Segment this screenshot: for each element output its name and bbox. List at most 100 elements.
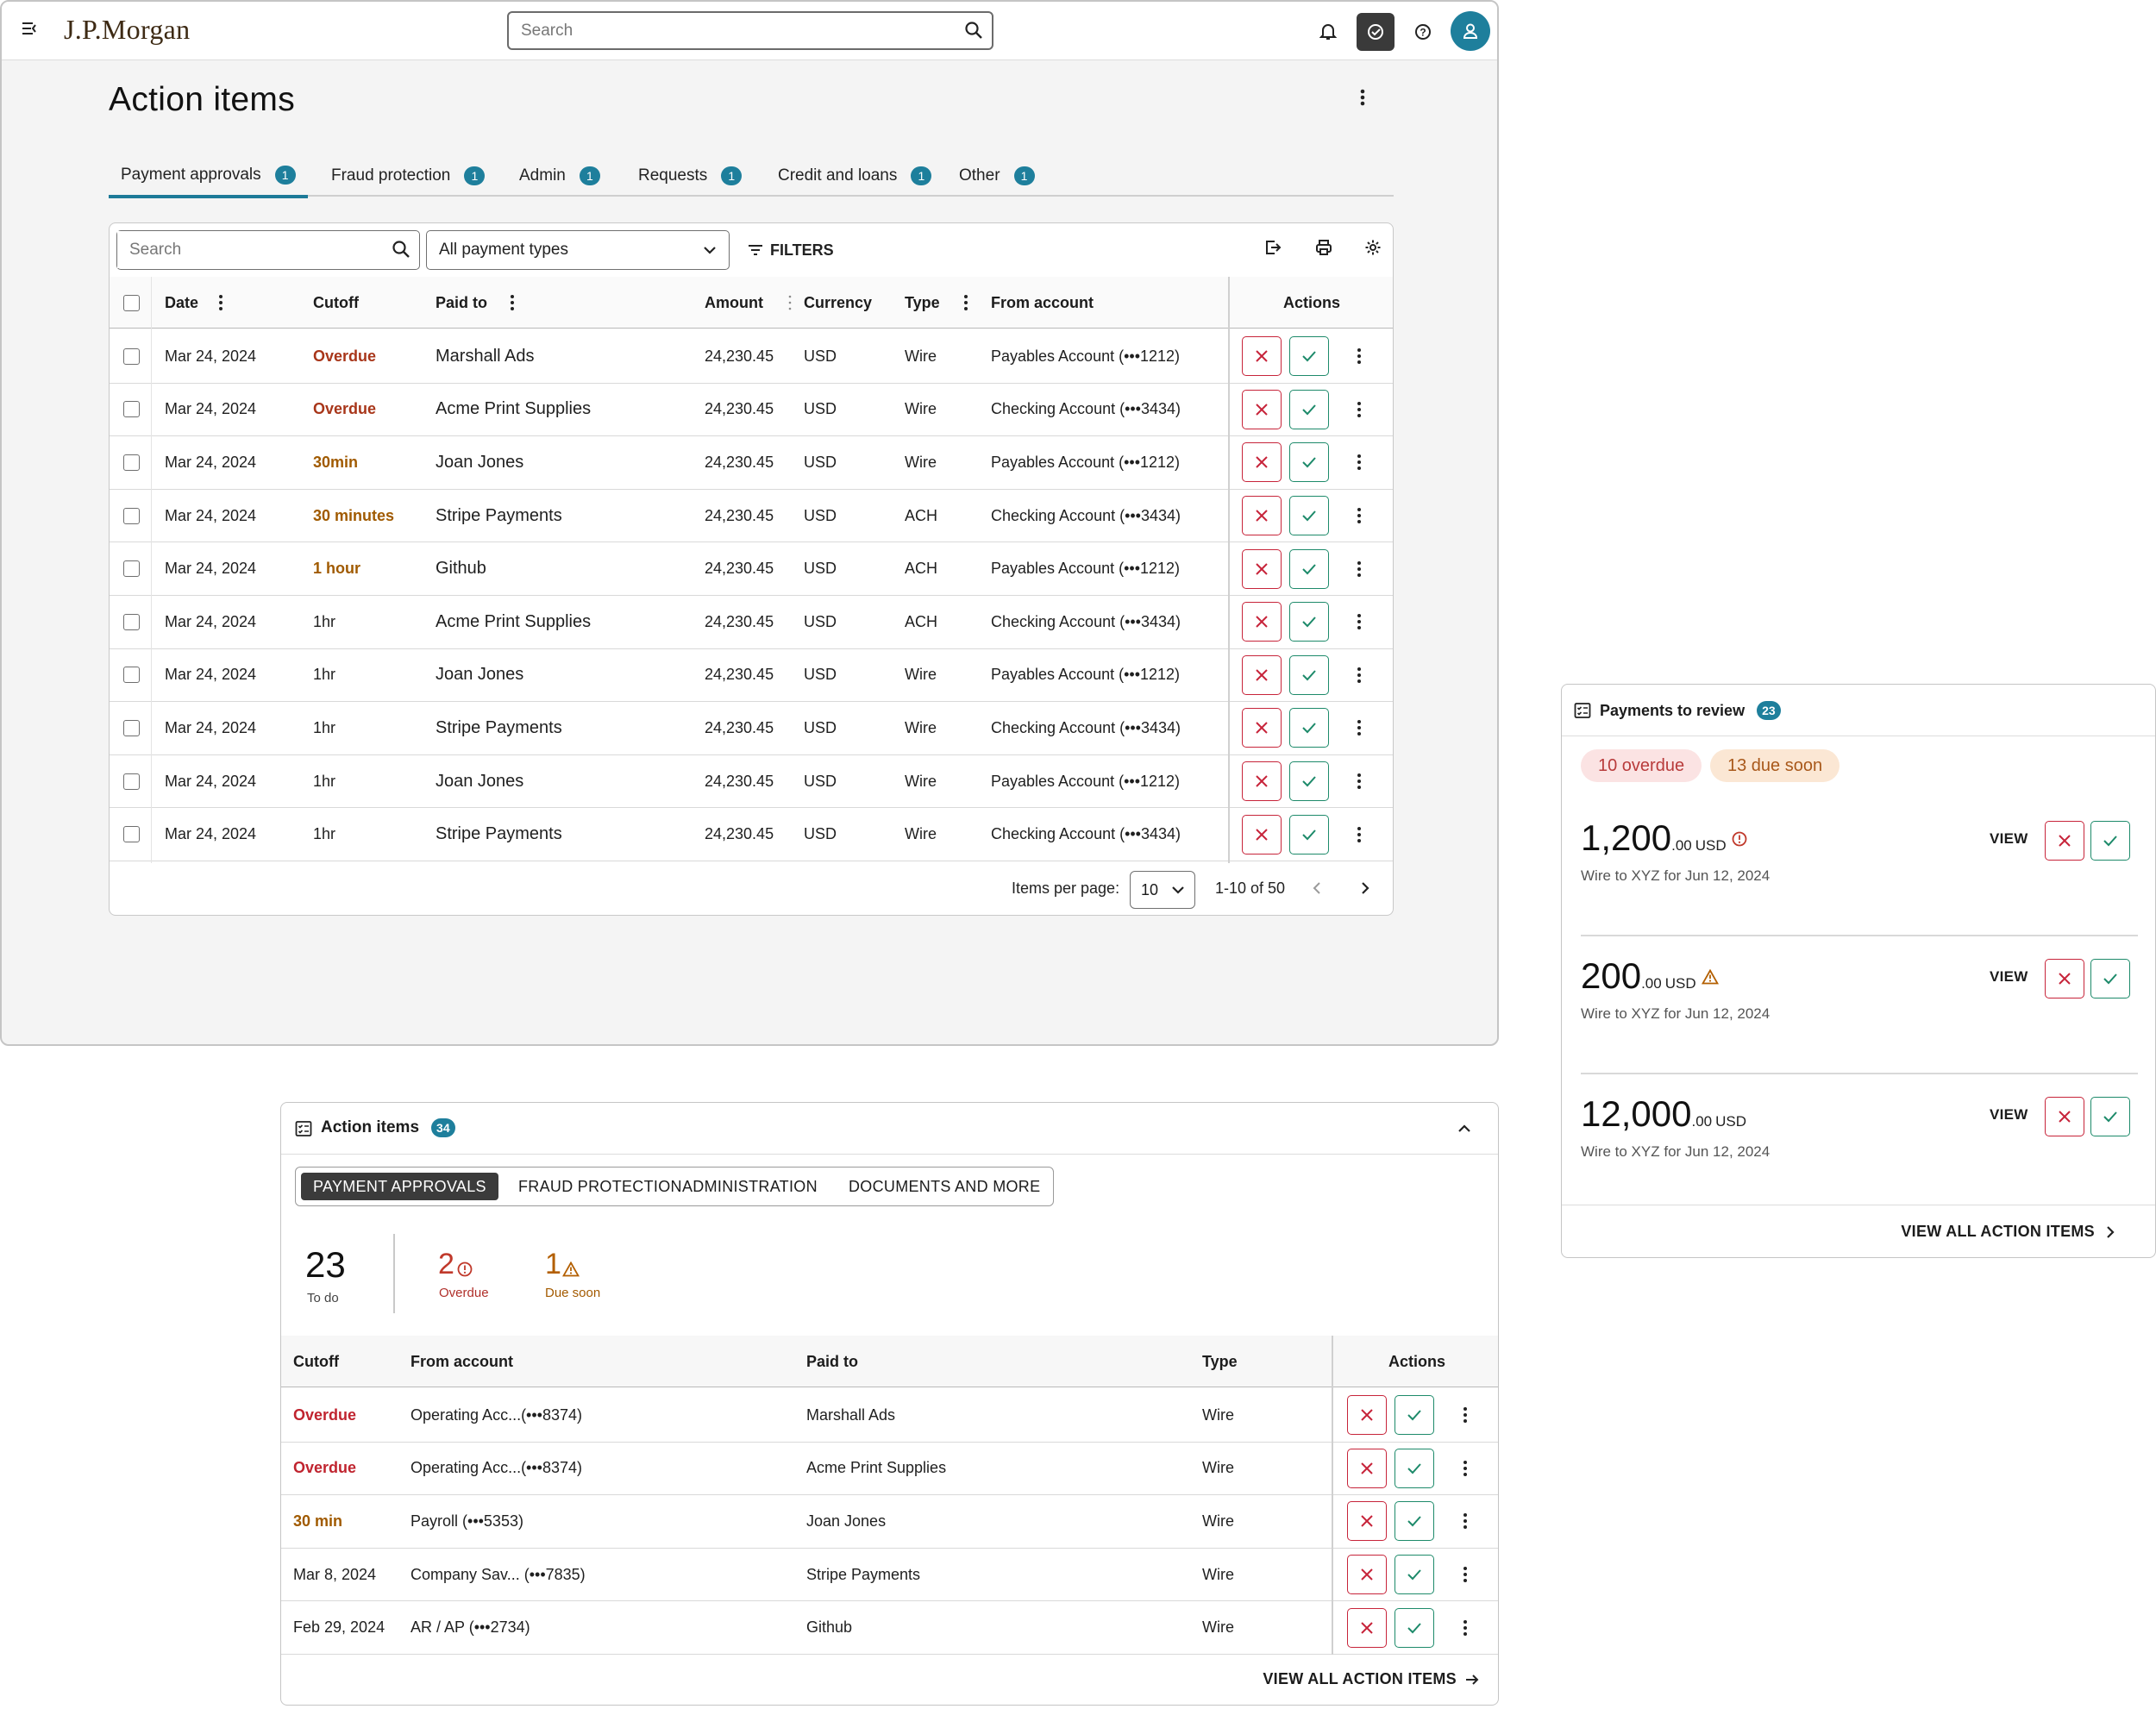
col-date[interactable]: Date xyxy=(165,293,199,311)
reject-button[interactable] xyxy=(1242,808,1282,861)
tab-fraud-protection[interactable]: Fraud protection 1 xyxy=(319,155,497,197)
approve-button[interactable] xyxy=(1395,1549,1434,1601)
row-more-options-icon[interactable] xyxy=(1357,384,1362,436)
view-button[interactable]: VIEW xyxy=(1990,830,2028,847)
row-checkbox[interactable] xyxy=(123,542,140,595)
checkbox-box[interactable] xyxy=(123,773,140,790)
reject-x-icon[interactable] xyxy=(1347,1607,1387,1648)
row-more-options-icon[interactable] xyxy=(1463,1549,1468,1601)
reject-x-icon[interactable] xyxy=(1242,761,1282,802)
approve-button[interactable] xyxy=(1289,596,1329,648)
approve-check-icon[interactable] xyxy=(1289,814,1329,854)
tab-credit-and-loans[interactable]: Credit and loans 1 xyxy=(766,155,943,197)
reject-x-icon[interactable] xyxy=(1347,1555,1387,1595)
overdue-pill[interactable]: 10 overdue xyxy=(1581,749,1702,782)
menu-collapse-icon[interactable] xyxy=(21,19,40,38)
jpmorgan-logo[interactable]: J.P.Morgan xyxy=(64,14,191,45)
reject-x-icon[interactable] xyxy=(1242,336,1282,377)
row-checkbox[interactable] xyxy=(123,490,140,542)
row-checkbox[interactable] xyxy=(123,755,140,808)
reject-button[interactable] xyxy=(1347,1601,1387,1654)
row-more-options-icon[interactable] xyxy=(1463,1389,1468,1442)
row-more-options-icon[interactable] xyxy=(1357,702,1362,754)
segment-payment-approvals[interactable]: PAYMENT APPROVALS xyxy=(301,1173,498,1200)
approve-check-icon[interactable] xyxy=(1289,761,1329,802)
row-more-options-icon[interactable] xyxy=(1357,596,1362,648)
approve-button[interactable] xyxy=(1289,384,1329,436)
segment-fraud-protection[interactable]: FRAUD PROTECTION xyxy=(506,1173,694,1200)
tab-admin[interactable]: Admin 1 xyxy=(507,155,612,197)
row-more-options-icon[interactable] xyxy=(1357,490,1362,542)
reject-button[interactable] xyxy=(1242,755,1282,808)
checkbox-box[interactable] xyxy=(123,347,140,365)
checkbox-box[interactable] xyxy=(123,826,140,843)
approve-check-icon[interactable] xyxy=(1395,1448,1434,1488)
view-button[interactable]: VIEW xyxy=(1990,968,2028,985)
col-paid-to[interactable]: Paid to xyxy=(806,1352,859,1370)
global-search[interactable] xyxy=(507,11,993,50)
row-more-options-icon[interactable] xyxy=(1357,755,1362,808)
approve-check-icon[interactable] xyxy=(1289,496,1329,536)
reject-x-icon[interactable] xyxy=(2045,959,2084,998)
col-type[interactable]: Type xyxy=(1202,1352,1238,1370)
row-checkbox[interactable] xyxy=(123,596,140,648)
reject-button[interactable] xyxy=(1347,1443,1387,1495)
approve-button[interactable] xyxy=(1395,1389,1434,1442)
reject-button[interactable] xyxy=(1347,1495,1387,1548)
approve-check-icon[interactable] xyxy=(1289,654,1329,695)
reject-button[interactable] xyxy=(1242,702,1282,754)
filters-button[interactable]: FILTERS xyxy=(748,235,834,265)
next-page-icon[interactable] xyxy=(1357,880,1372,896)
reject-button[interactable] xyxy=(1242,384,1282,436)
reject-x-icon[interactable] xyxy=(1347,1501,1387,1542)
reject-x-icon[interactable] xyxy=(2045,1097,2084,1136)
collapse-chevron-up-icon[interactable] xyxy=(1456,1120,1473,1137)
row-checkbox[interactable] xyxy=(123,436,140,489)
payment-type-select[interactable]: All payment types xyxy=(426,230,730,270)
tab-requests[interactable]: Requests 1 xyxy=(626,155,754,197)
reject-x-icon[interactable] xyxy=(2045,821,2084,861)
row-checkbox[interactable] xyxy=(123,384,140,436)
approve-check-icon[interactable] xyxy=(1289,336,1329,377)
row-more-options-icon[interactable] xyxy=(1357,330,1362,383)
help-icon[interactable]: ? xyxy=(1404,13,1442,51)
approve-check-icon[interactable] xyxy=(1289,389,1329,429)
checkbox-box[interactable] xyxy=(123,719,140,736)
action-items-icon[interactable] xyxy=(1357,13,1395,51)
col-currency[interactable]: Currency xyxy=(804,293,873,311)
approve-button[interactable] xyxy=(1289,490,1329,542)
approve-button[interactable] xyxy=(1289,808,1329,861)
reject-button[interactable] xyxy=(1242,542,1282,595)
global-search-input[interactable] xyxy=(509,13,940,48)
col-type[interactable]: Type xyxy=(905,293,940,311)
reject-x-icon[interactable] xyxy=(1242,814,1282,854)
col-date-menu-icon[interactable] xyxy=(218,277,223,329)
approve-button[interactable] xyxy=(1289,542,1329,595)
reject-x-icon[interactable] xyxy=(1242,708,1282,748)
due-soon-pill[interactable]: 13 due soon xyxy=(1710,749,1840,782)
select-all-checkbox[interactable] xyxy=(123,277,140,329)
row-more-options-icon[interactable] xyxy=(1463,1601,1468,1654)
approve-check-icon[interactable] xyxy=(1289,708,1329,748)
approve-button[interactable] xyxy=(1289,649,1329,702)
reject-button[interactable] xyxy=(1347,1389,1387,1442)
reject-button[interactable] xyxy=(1242,649,1282,702)
reject-button[interactable] xyxy=(1242,490,1282,542)
reject-x-icon[interactable] xyxy=(1242,548,1282,589)
checkbox-box[interactable] xyxy=(123,507,140,524)
approve-button[interactable] xyxy=(1289,755,1329,808)
reject-button[interactable] xyxy=(1242,596,1282,648)
prev-page-icon[interactable] xyxy=(1310,880,1326,896)
view-all-action-items-link[interactable]: VIEW ALL ACTION ITEMS xyxy=(1263,1670,1479,1688)
approve-button[interactable] xyxy=(1289,702,1329,754)
col-amount[interactable]: Amount xyxy=(705,293,763,311)
approve-check-icon[interactable] xyxy=(2090,821,2130,861)
approve-check-icon[interactable] xyxy=(1395,1395,1434,1436)
reject-x-icon[interactable] xyxy=(1242,389,1282,429)
col-resize-handle[interactable] xyxy=(788,277,792,329)
reject-x-icon[interactable] xyxy=(1242,654,1282,695)
approve-button[interactable] xyxy=(1395,1601,1434,1654)
approve-check-icon[interactable] xyxy=(1395,1501,1434,1542)
tab-payment-approvals[interactable]: Payment approvals 1 xyxy=(109,155,308,198)
search-icon[interactable] xyxy=(392,240,411,259)
